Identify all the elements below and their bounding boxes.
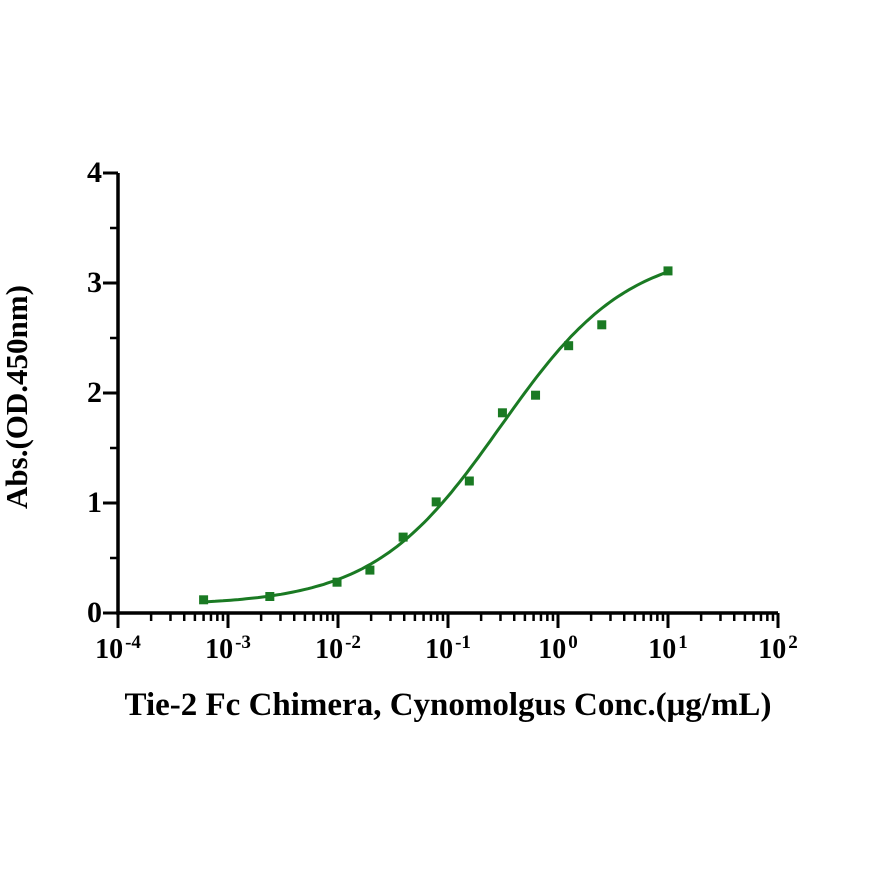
data-series-markers — [199, 266, 673, 605]
data-point — [199, 595, 209, 605]
x-axis-title: Tie-2 Fc Chimera, Cynomolgus Conc.(μg/mL… — [124, 687, 772, 723]
x-tick-exponent: -2 — [345, 632, 361, 653]
x-tick-base: 10 — [758, 634, 787, 665]
x-tick-exponent: -3 — [235, 632, 251, 653]
data-point — [365, 565, 375, 575]
y-tick-label: 0 — [87, 596, 102, 629]
data-point — [431, 497, 441, 507]
x-tick-base: 10 — [315, 634, 344, 665]
x-tick-label: 10 0 — [513, 632, 603, 672]
data-point — [265, 592, 275, 601]
y-tick-label: 1 — [87, 486, 102, 519]
x-tick-label: 10 2 — [733, 632, 823, 672]
fit-curve — [202, 270, 670, 604]
y-tick-label: 2 — [87, 376, 102, 409]
data-point — [398, 532, 408, 542]
x-tick-base: 10 — [538, 634, 567, 665]
data-point — [663, 266, 673, 276]
y-axis-title: Abs.(OD.450nm) — [0, 285, 34, 509]
data-point — [332, 577, 342, 587]
x-tick-exponent: -1 — [455, 632, 471, 653]
y-tick-label: 4 — [87, 156, 102, 189]
x-tick-label: 10 -4 — [73, 632, 163, 672]
x-tick-base: 10 — [425, 634, 454, 665]
x-tick-exponent: 0 — [568, 632, 578, 653]
data-point — [564, 341, 574, 351]
x-tick-label: 10 1 — [623, 632, 713, 672]
x-tick-base: 10 — [205, 634, 234, 665]
x-tick-exponent: 2 — [788, 632, 798, 653]
data-point — [497, 408, 507, 418]
axes — [103, 171, 780, 628]
y-tick-label: 3 — [87, 266, 102, 299]
sigmoid-fit-path — [202, 270, 670, 604]
data-point — [464, 476, 474, 486]
x-tick-exponent: -4 — [125, 632, 141, 653]
x-tick-label: 10 -3 — [183, 632, 273, 672]
x-tick-label: 10 -2 — [293, 632, 383, 672]
x-tick-label: 10 -1 — [403, 632, 493, 672]
x-tick-exponent: 1 — [678, 632, 688, 653]
data-point — [531, 390, 541, 400]
x-tick-base: 10 — [648, 634, 677, 665]
x-tick-base: 10 — [95, 634, 124, 665]
data-point — [597, 320, 607, 330]
